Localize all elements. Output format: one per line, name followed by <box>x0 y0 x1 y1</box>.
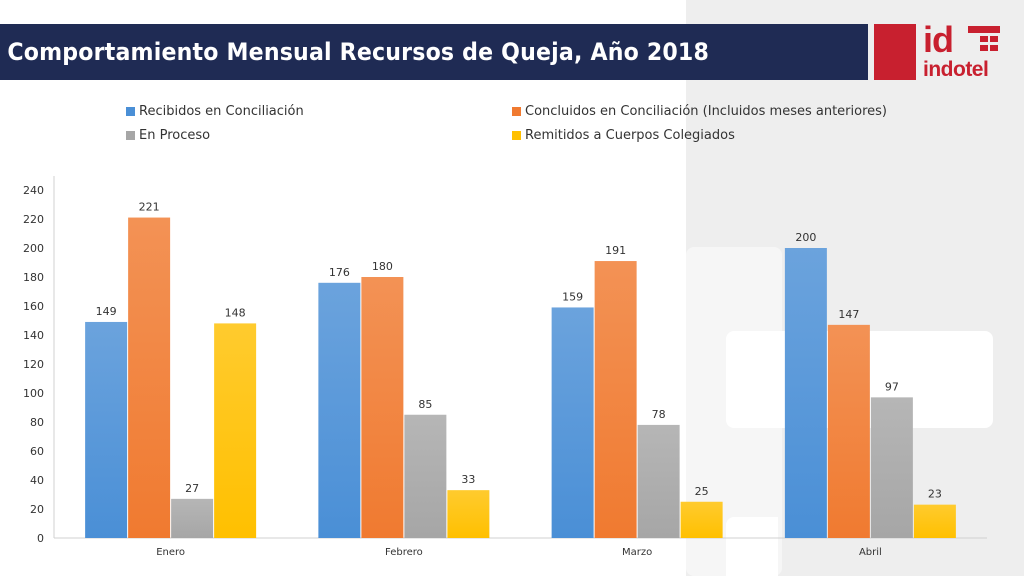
data-label: 200 <box>795 231 816 244</box>
legend-swatch <box>126 131 135 140</box>
brand-red-block <box>874 24 916 80</box>
data-label: 149 <box>96 305 117 318</box>
bar <box>913 504 956 538</box>
bar <box>680 501 723 538</box>
legend-item: Recibidos en Conciliación <box>126 104 304 119</box>
y-tick-label: 140 <box>23 329 44 342</box>
data-label: 191 <box>605 244 626 257</box>
data-label: 27 <box>185 482 199 495</box>
legend-item: En Proceso <box>126 128 210 143</box>
legend-item: Concluidos en Conciliación (Incluidos me… <box>512 104 887 119</box>
y-tick-label: 220 <box>23 213 44 226</box>
logo-mark: id <box>923 19 954 60</box>
title-bar: Comportamiento Mensual Recursos de Queja… <box>0 24 868 80</box>
bar <box>85 321 128 538</box>
page-title: Comportamiento Mensual Recursos de Queja… <box>7 38 710 66</box>
data-label: 159 <box>562 290 583 303</box>
data-label: 23 <box>928 488 942 501</box>
x-tick-label: Marzo <box>622 547 652 558</box>
bar <box>637 424 680 538</box>
y-tick-label: 120 <box>23 358 44 371</box>
data-label: 97 <box>885 380 899 393</box>
x-tick-label: Febrero <box>385 547 423 558</box>
legend-label: En Proceso <box>139 128 211 143</box>
legend-swatch <box>512 131 521 140</box>
x-tick-label: Enero <box>156 547 185 558</box>
x-tick-label: Abril <box>859 547 882 558</box>
chart-legend: Recibidos en Conciliación Concluidos en … <box>126 104 926 154</box>
y-tick-label: 60 <box>30 445 44 458</box>
y-tick-label: 100 <box>23 387 44 400</box>
legend-swatch <box>512 107 521 116</box>
y-tick-label: 80 <box>30 416 44 429</box>
bar <box>214 323 257 538</box>
bar <box>594 261 637 538</box>
logo-grid-icon <box>968 26 1000 54</box>
data-label: 85 <box>418 398 432 411</box>
legend-label: Recibidos en Conciliación <box>139 104 304 119</box>
legend-swatch <box>126 107 135 116</box>
data-label: 180 <box>372 260 393 273</box>
bar <box>551 307 594 538</box>
bar <box>171 498 214 538</box>
data-label: 221 <box>139 201 160 214</box>
logo-wordmark: indotel <box>923 58 989 81</box>
bar <box>447 490 490 538</box>
y-tick-label: 200 <box>23 242 44 255</box>
y-tick-label: 160 <box>23 300 44 313</box>
data-label: 148 <box>225 306 246 319</box>
data-label: 176 <box>329 266 350 279</box>
indotel-logo: id indotel <box>921 20 1005 84</box>
y-tick-label: 0 <box>37 532 44 545</box>
bar <box>128 217 171 539</box>
bar <box>361 277 404 538</box>
y-tick-label: 180 <box>23 271 44 284</box>
bar <box>318 282 361 538</box>
legend-item: Remitidos a Cuerpos Colegiados <box>512 128 735 143</box>
legend-label: Concluidos en Conciliación (Incluidos me… <box>525 104 887 119</box>
data-label: 147 <box>838 308 859 321</box>
bar <box>827 324 870 538</box>
y-tick-label: 20 <box>30 503 44 516</box>
y-tick-label: 240 <box>23 184 44 197</box>
data-label: 25 <box>695 485 709 498</box>
data-label: 33 <box>461 473 475 486</box>
bar <box>784 248 827 538</box>
data-label: 78 <box>652 408 666 421</box>
bar <box>870 397 913 538</box>
legend-label: Remitidos a Cuerpos Colegiados <box>525 128 735 143</box>
background-card <box>726 517 778 576</box>
y-tick-label: 40 <box>30 474 44 487</box>
bar <box>404 414 447 538</box>
